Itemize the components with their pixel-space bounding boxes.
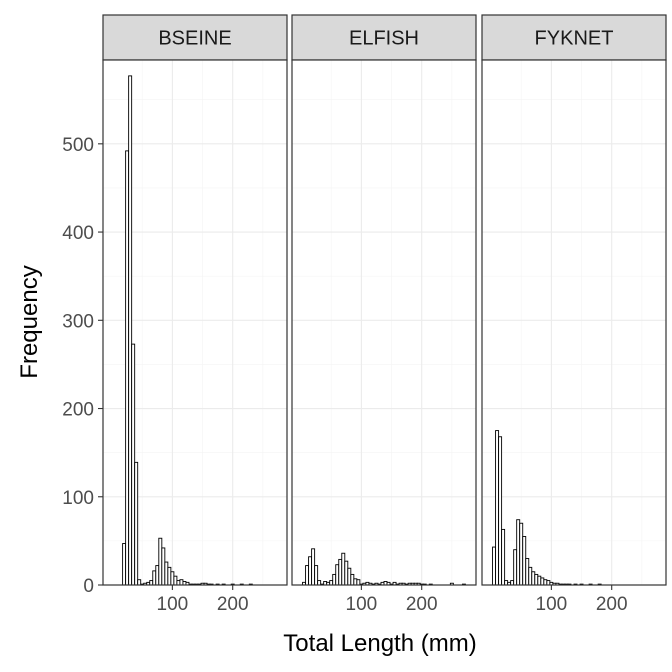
histogram-bar <box>164 561 169 586</box>
histogram-bar <box>356 579 361 586</box>
histogram-bar <box>335 564 340 586</box>
y-tick-label: 400 <box>62 223 94 244</box>
x-tick-label: 200 <box>217 594 249 615</box>
facet-panels: 0 100 200 300 400 500 BSEINE 100 200 ELFISH 100 200… <box>62 14 667 615</box>
facet-panel-bseine: BSEINE 100 200 <box>102 14 288 615</box>
histogram-bar <box>179 579 184 586</box>
y-tick-label: 300 <box>62 311 94 332</box>
y-axis: 0 100 200 300 400 500 <box>62 135 103 597</box>
histogram-bar <box>332 573 337 586</box>
x-tick-label: 200 <box>406 594 438 615</box>
facet-strip <box>291 14 477 61</box>
histogram-bar <box>317 580 322 586</box>
facet-panel-elfish: ELFISH 100 200 <box>291 14 477 615</box>
histogram-bar <box>125 150 130 586</box>
panel-background <box>482 60 666 585</box>
histogram-bar <box>510 580 515 586</box>
histogram-bar <box>504 580 509 586</box>
histogram-bar <box>311 548 316 586</box>
histogram-bar <box>492 546 497 586</box>
histogram-bar <box>540 577 545 586</box>
panel-border <box>102 59 288 586</box>
histogram-bar <box>519 522 524 586</box>
histogram-bar <box>305 565 310 586</box>
histogram-bar <box>137 579 142 586</box>
histogram-bar <box>173 575 178 586</box>
histogram-bar <box>344 560 349 586</box>
x-axis-title: Total Length (mm) <box>283 630 476 657</box>
x-tick-label: 100 <box>346 594 378 615</box>
histogram-bar <box>308 556 313 586</box>
histogram-bar <box>329 580 334 586</box>
facet-strip-label: ELFISH <box>349 28 419 50</box>
histogram-bar <box>516 519 521 586</box>
y-tick-label: 0 <box>83 576 94 597</box>
histogram-bar <box>498 436 503 586</box>
histogram-bar <box>522 536 527 586</box>
y-axis-title: Frequency <box>16 265 43 378</box>
histogram-bar <box>170 571 175 586</box>
facet-strip-label: BSEINE <box>158 28 231 50</box>
histogram-bar <box>528 566 533 586</box>
histogram-bar <box>134 461 139 586</box>
histogram-bar <box>341 552 346 586</box>
histogram-bar <box>158 537 163 586</box>
y-tick-label: 100 <box>62 488 94 509</box>
histogram-bar <box>537 575 542 586</box>
histogram-bar <box>543 579 548 586</box>
x-tick-label: 200 <box>596 594 628 615</box>
histogram-bar <box>152 570 157 586</box>
histogram-bar <box>155 565 160 586</box>
y-tick-label: 500 <box>62 135 94 156</box>
histogram-bar <box>161 547 166 586</box>
histogram-bar <box>347 567 352 586</box>
histogram-bar <box>149 580 154 586</box>
facet-panel-fyknet: FYKNET 100 200 <box>481 14 667 615</box>
histogram-bar <box>513 549 518 586</box>
histogram-bar <box>128 75 133 586</box>
histogram-bar <box>338 558 343 586</box>
histogram-bar <box>176 580 181 586</box>
histogram-bar <box>167 566 172 586</box>
x-tick-label: 100 <box>157 594 189 615</box>
histogram-bar <box>534 573 539 586</box>
histogram-bar <box>131 343 136 586</box>
histogram-bar <box>546 580 551 586</box>
x-tick-label: 100 <box>536 594 568 615</box>
panel-background <box>292 60 476 585</box>
histogram-bar <box>314 565 319 586</box>
histogram-bar <box>353 578 358 586</box>
histogram-bar <box>350 573 355 586</box>
histogram-bar <box>525 558 530 586</box>
facet-strip-label: FYKNET <box>535 28 614 50</box>
panel-border <box>291 59 477 586</box>
histogram-bar <box>531 571 536 586</box>
histogram-bar <box>122 543 127 586</box>
y-tick-label: 200 <box>62 400 94 421</box>
histogram-bar <box>495 430 500 586</box>
histogram-bar <box>501 528 506 586</box>
panel-border <box>481 59 667 586</box>
